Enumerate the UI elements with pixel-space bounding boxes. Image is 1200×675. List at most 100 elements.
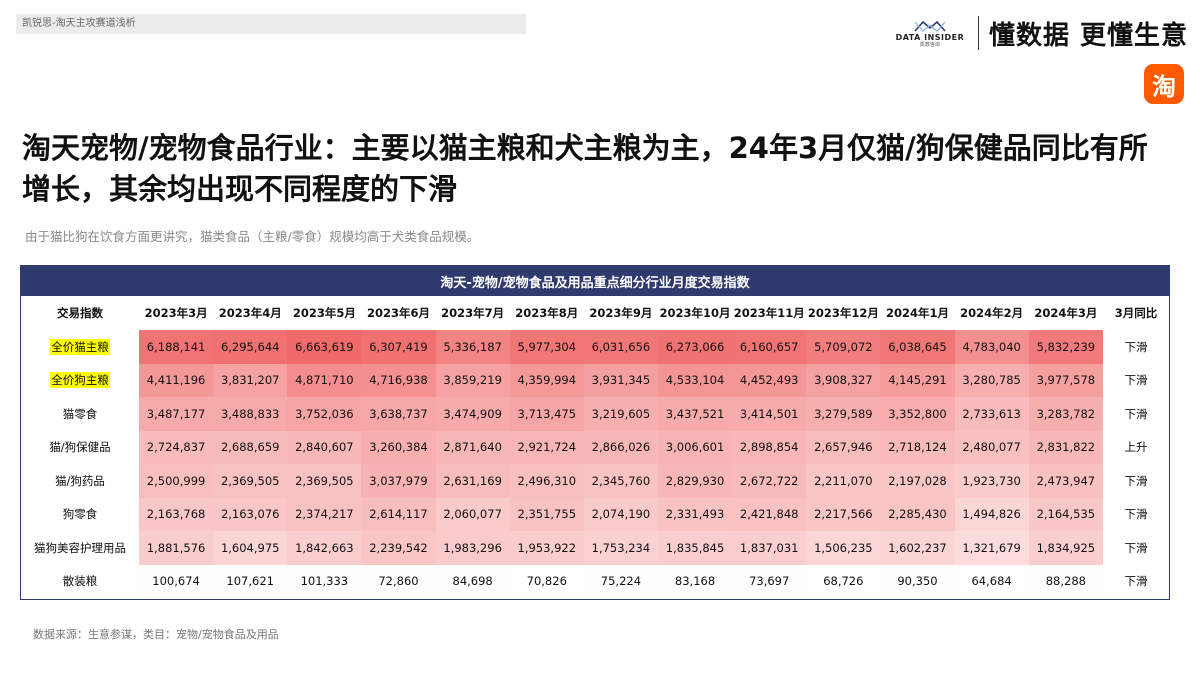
month-header: 2023年6月 — [366, 306, 430, 320]
index-cell: 2,866,026 — [583, 430, 658, 464]
index-cell: 2,733,613 — [954, 397, 1029, 431]
index-cell: 2,672,722 — [732, 464, 807, 498]
row-label: 全价狗主粮 — [21, 364, 139, 398]
index-cell: 3,638,737 — [361, 397, 436, 431]
index-cell: 1,834,925 — [1028, 531, 1103, 565]
index-cell: 1,321,679 — [954, 531, 1029, 565]
index-cell: 1,881,576 — [139, 531, 214, 565]
index-cell: 1,753,234 — [583, 531, 658, 565]
table-row: 全价猫主粮 6,188,141 6,295,644 6,663,619 6,307,41… — [21, 330, 1169, 364]
index-cell: 75,224 — [583, 564, 658, 598]
month-header: 2024年1月 — [885, 306, 949, 320]
index-cell: 84,698 — [435, 564, 510, 598]
index-cell: 2,374,217 — [287, 497, 362, 531]
index-cell: 2,829,930 — [657, 464, 733, 498]
index-cell: 1,923,730 — [954, 464, 1029, 498]
yoy-header: 3月同比 — [1114, 306, 1158, 320]
table-row: 猫/狗保健品 2,724,837 2,688,659 2,840,607 3,260,3… — [21, 430, 1169, 465]
row-label-text: 全价猫主粮 — [50, 338, 110, 355]
page-title: 淘天宠物/宠物食品行业：主要以猫主粮和犬主粮为主，24年3月仅猫/狗保健品同比有… — [22, 131, 1148, 206]
index-cell: 1,602,237 — [880, 531, 955, 565]
yoy-cell: 上升 — [1124, 440, 1148, 455]
index-cell: 1,983,296 — [435, 531, 510, 565]
index-cell: 2,724,837 — [139, 430, 214, 464]
index-cell: 2,688,659 — [213, 430, 288, 464]
index-cell: 2,369,505 — [213, 464, 288, 498]
index-cell: 2,060,077 — [435, 497, 510, 531]
index-cell: 1,604,975 — [213, 531, 288, 565]
index-cell: 6,188,141 — [139, 330, 214, 364]
month-header: 2023年4月 — [218, 306, 282, 320]
index-cell: 2,614,117 — [361, 497, 436, 531]
index-cell: 6,038,645 — [880, 330, 955, 364]
month-header: 2023年10月 — [659, 306, 731, 320]
brand-slogan: 懂数据 更懂生意 — [988, 20, 1188, 51]
brand-header: DATA INSIDER 凯数咨询 懂数据 更懂生意 — [890, 8, 1188, 58]
index-cell: 100,674 — [139, 564, 214, 598]
index-cell: 2,164,535 — [1028, 497, 1103, 531]
yoy-cell: 下滑 — [1124, 406, 1148, 421]
month-header: 2023年8月 — [515, 306, 579, 320]
index-cell: 2,921,724 — [509, 430, 584, 464]
row-label-text: 狗零食 — [62, 507, 98, 522]
index-cell: 2,239,542 — [361, 531, 436, 565]
index-cell: 2,217,566 — [806, 497, 881, 531]
table-header-row: 交易指数 2023年3月 2023年4月 2023年5月 2023年6月 2023年7月… — [21, 296, 1169, 330]
row-label: 猫狗美容护理用品 — [21, 531, 139, 565]
yoy-cell: 下滑 — [1124, 473, 1148, 488]
index-cell: 4,533,104 — [657, 363, 733, 397]
index-cell: 2,163,768 — [139, 497, 214, 531]
index-cell: 4,871,710 — [287, 363, 362, 397]
index-cell: 3,931,345 — [583, 363, 658, 397]
index-cell: 3,437,521 — [657, 397, 733, 431]
row-label: 猫/狗保健品 — [21, 431, 139, 465]
index-cell: 6,663,619 — [287, 330, 362, 364]
index-cell: 3,279,589 — [806, 397, 881, 431]
index-cell: 2,657,946 — [806, 430, 881, 464]
index-cell: 6,031,656 — [583, 330, 658, 364]
index-cell: 6,160,657 — [732, 330, 807, 364]
breadcrumb-bar: 凯锐思-淘天主攻赛道浅析 — [16, 14, 526, 34]
row-label: 狗零食 — [21, 498, 139, 532]
row-label-text: 全价狗主粮 — [50, 372, 110, 389]
index-cell: 6,307,419 — [361, 330, 436, 364]
index-cell: 3,859,219 — [435, 363, 510, 397]
table-row: 猫零食 3,487,177 3,488,833 3,752,036 3,638,737 3… — [21, 397, 1169, 431]
source-note: 数据来源：生意参谋，类目：宠物/宠物食品及用品 — [33, 628, 279, 641]
index-cell: 4,359,994 — [509, 363, 584, 397]
index-cell: 2,351,755 — [509, 497, 584, 531]
brand-divider — [977, 16, 979, 50]
row-label: 猫零食 — [21, 397, 139, 431]
corner-header: 交易指数 — [57, 306, 103, 320]
month-header: 2023年11月 — [733, 306, 805, 320]
index-cell: 3,283,782 — [1028, 397, 1103, 431]
yoy-cell: 下滑 — [1124, 507, 1148, 522]
index-cell: 1,953,922 — [509, 531, 584, 565]
index-cell: 3,487,177 — [139, 397, 214, 431]
index-cell: 3,713,475 — [509, 397, 584, 431]
index-cell: 5,336,187 — [435, 330, 510, 364]
index-cell: 3,474,909 — [435, 397, 510, 431]
table-row: 全价狗主粮 4,411,196 3,831,207 4,871,710 4,716,93… — [21, 363, 1169, 398]
table-row: 狗零食 2,163,768 2,163,076 2,374,217 2,614,117 2… — [21, 497, 1169, 532]
yoy-cell: 下滑 — [1124, 574, 1148, 589]
row-label-text: 散装粮 — [62, 574, 98, 589]
index-cell: 64,684 — [954, 564, 1029, 598]
logo-name: DATA INSIDER — [895, 32, 965, 42]
index-cell: 2,345,760 — [583, 464, 658, 498]
yoy-cell: 下滑 — [1124, 339, 1148, 354]
index-cell: 5,832,239 — [1028, 330, 1103, 364]
row-label-text: 猫/狗药品 — [55, 473, 105, 488]
index-cell: 2,898,854 — [732, 430, 807, 464]
logo-mark-icon — [914, 20, 946, 32]
index-cell: 2,840,607 — [287, 430, 362, 464]
table-row: 猫/狗药品 2,500,999 2,369,505 2,369,505 3,037,97… — [21, 464, 1169, 498]
index-cell: 70,826 — [509, 564, 584, 598]
index-cell: 3,908,327 — [806, 363, 881, 397]
index-cell: 68,726 — [806, 564, 881, 598]
month-header: 2023年9月 — [589, 306, 653, 320]
table-row: 散装粮 100,674 107,621 101,333 72,860 84,698 70,8… — [21, 564, 1169, 598]
month-header: 2023年7月 — [441, 306, 505, 320]
index-cell: 2,500,999 — [139, 464, 214, 498]
index-cell: 5,977,304 — [509, 330, 584, 364]
